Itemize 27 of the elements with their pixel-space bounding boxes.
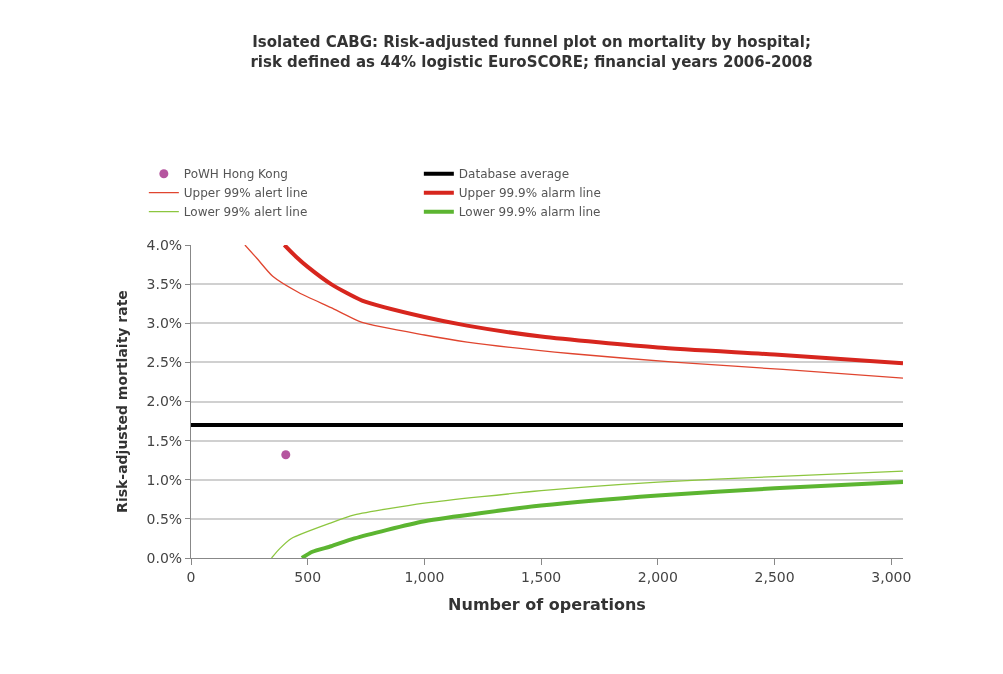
x-tick-label: 0 bbox=[186, 568, 196, 585]
y-tick-label: 3.0% bbox=[146, 315, 183, 332]
legend-label: Database average bbox=[458, 167, 570, 182]
x-tick-label: 1,000 bbox=[404, 568, 445, 585]
y-tick-label: 1.5% bbox=[146, 432, 183, 449]
y-tick-label: 2.0% bbox=[146, 393, 183, 410]
x-tick-label: 2,000 bbox=[637, 568, 678, 585]
y-tick-label: 1.0% bbox=[146, 471, 183, 488]
line-series bbox=[299, 480, 903, 558]
chart-title: Isolated CABG: Risk-adjusted funnel plot on mortality by hospital; risk defined as 44% logistic EuroSCORE; financial years 2006-2008 bbox=[250, 33, 813, 71]
legend-label: PoWH Hong Kong bbox=[183, 167, 288, 182]
y-axis-title: Risk-adjusted mortlaity rate bbox=[114, 290, 131, 513]
y-tick-label: 0.5% bbox=[146, 510, 183, 527]
legend-label: Lower 99.9% alarm line bbox=[458, 205, 601, 220]
x-tick-label: 1,500 bbox=[521, 568, 562, 585]
x-axis-title: Number of operations bbox=[448, 595, 646, 615]
legend-label: Upper 99% alert line bbox=[183, 186, 308, 201]
x-tick-label: 3,000 bbox=[871, 568, 912, 585]
y-tick-label: 2.5% bbox=[146, 354, 183, 371]
line-series bbox=[270, 470, 903, 558]
x-tick-label: 500 bbox=[294, 568, 322, 585]
y-tick-label: 3.5% bbox=[146, 276, 183, 293]
legend-label: Upper 99.9% alarm line bbox=[458, 186, 601, 201]
y-tick-label: 4.0% bbox=[146, 236, 183, 253]
x-tick-label: 2,500 bbox=[754, 568, 795, 585]
y-tick-label: 0.0% bbox=[146, 549, 183, 566]
legend-label: Lower 99% alert line bbox=[183, 205, 308, 220]
